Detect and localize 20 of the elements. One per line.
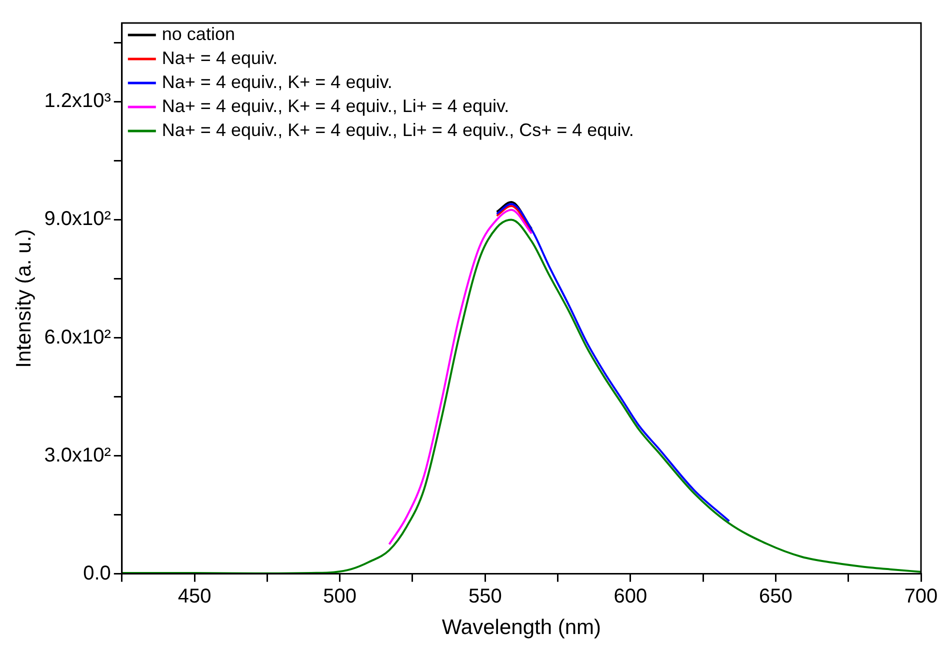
x-tick-label: 500 [323, 585, 357, 608]
y-tick-label: 0.0 [83, 562, 111, 584]
x-tick-label: 550 [468, 585, 502, 608]
x-tick-label: 600 [614, 585, 648, 608]
legend-label: Na+ = 4 equiv., K+ = 4 equiv., Li+ = 4 equiv. [162, 96, 510, 116]
x-tick-label: 700 [904, 585, 938, 608]
y-axis-title: Intensity (a. u.) [12, 228, 36, 368]
x-axis-title: Wavelength (nm) [442, 616, 602, 640]
y-tick-label: 1.2x10³ [44, 90, 112, 112]
x-tick-label: 650 [759, 585, 792, 608]
y-tick-label: 6.0x10² [44, 326, 112, 348]
line-series [388, 208, 533, 546]
legend-label: no cation [162, 24, 235, 44]
y-tick-label: 9.0x10² [44, 208, 112, 230]
line-series [496, 202, 730, 522]
x-tick-label: 450 [178, 585, 212, 608]
y-tick-label: 3.0x10² [44, 444, 112, 466]
legend-label: Na+ = 4 equiv., K+ = 4 equiv. [162, 72, 392, 92]
legend-label: Na+ = 4 equiv. [162, 48, 278, 68]
legend-label: Na+ = 4 equiv., K+ = 4 equiv., Li+ = 4 equiv., Cs+ = 4 equiv. [162, 120, 634, 140]
